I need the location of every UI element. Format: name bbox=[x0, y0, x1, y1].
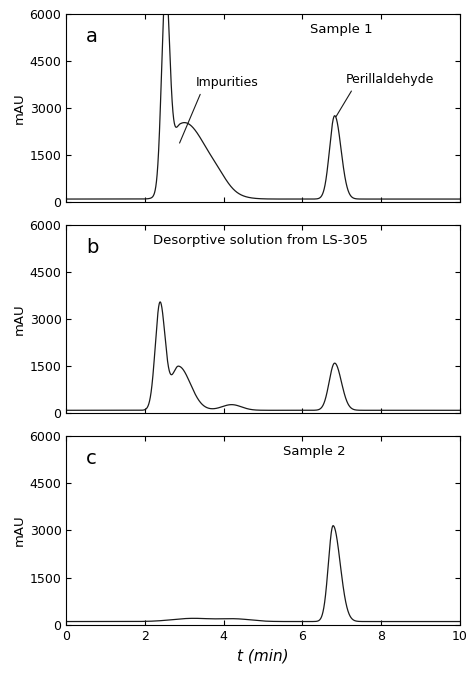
Text: a: a bbox=[86, 26, 98, 45]
Y-axis label: mAU: mAU bbox=[12, 515, 26, 546]
Text: Desorptive solution from LS-305: Desorptive solution from LS-305 bbox=[153, 234, 368, 247]
Text: Sample 2: Sample 2 bbox=[283, 445, 346, 458]
Text: Perillaldehyde: Perillaldehyde bbox=[336, 73, 434, 117]
Y-axis label: mAU: mAU bbox=[12, 92, 26, 124]
Text: c: c bbox=[86, 449, 97, 469]
Text: Sample 1: Sample 1 bbox=[310, 23, 373, 36]
Y-axis label: mAU: mAU bbox=[12, 304, 26, 335]
Text: Impurities: Impurities bbox=[180, 76, 259, 143]
X-axis label: t (min): t (min) bbox=[237, 648, 289, 663]
Text: b: b bbox=[86, 238, 99, 257]
